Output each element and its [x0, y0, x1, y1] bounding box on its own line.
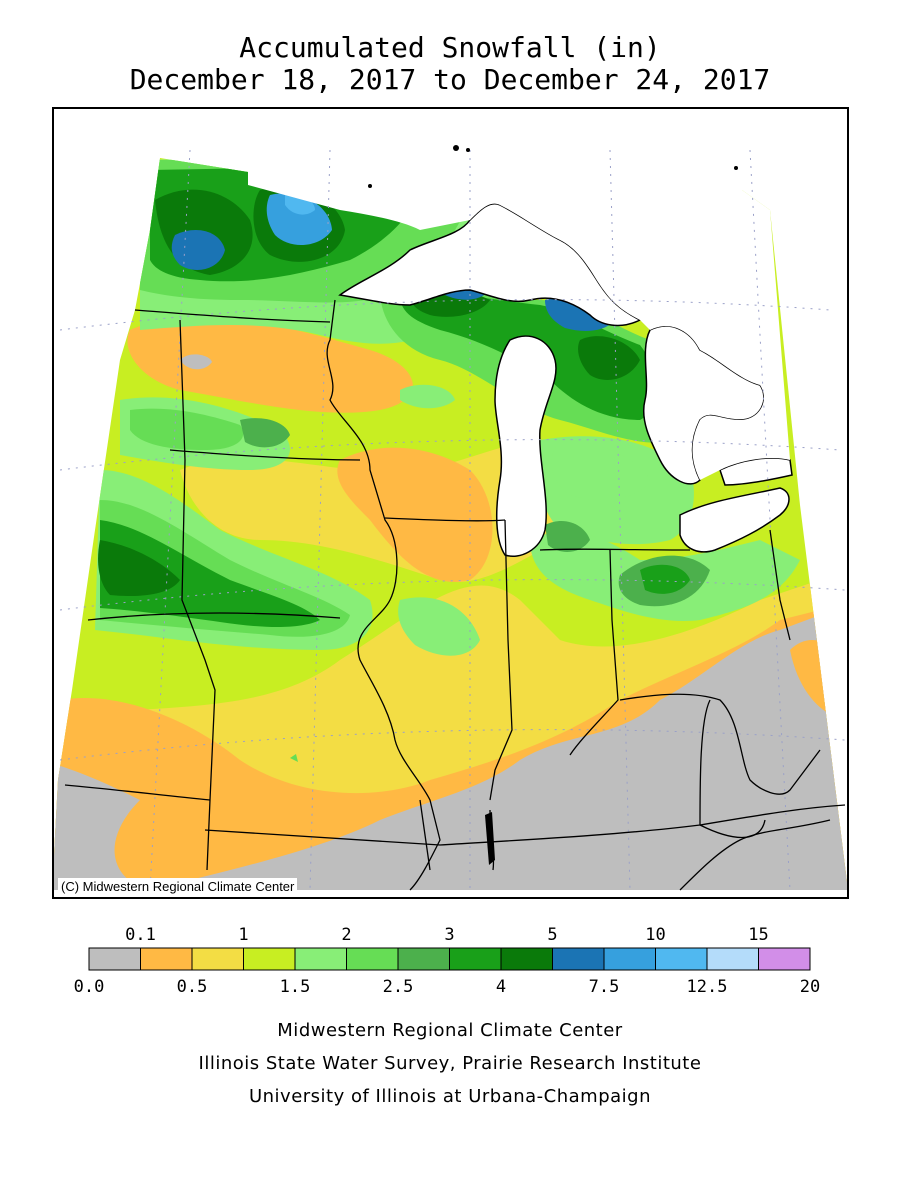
- legend-bins: [88, 947, 811, 971]
- legend-bottom-label: 0.5: [177, 977, 208, 997]
- legend-top-label: 1: [238, 925, 248, 945]
- legend-bin-1: [140, 947, 193, 971]
- legend-bin-5: [346, 947, 399, 971]
- legend-bottom-label: 2.5: [383, 977, 414, 997]
- map-date-range: December 18, 2017 to December 24, 2017: [129, 63, 771, 96]
- legend-top-labels: 0.1 1 2 3 5 10 15: [125, 925, 769, 945]
- legend-bin-13: [758, 947, 811, 971]
- legend-bin-7: [449, 947, 502, 971]
- legend-bin-3: [243, 947, 296, 971]
- legend-bottom-label: 0.0: [74, 977, 105, 997]
- legend-bottom-label: 7.5: [589, 977, 620, 997]
- legend-bottom-label: 12.5: [687, 977, 728, 997]
- legend-bin-12: [706, 947, 759, 971]
- copyright-label: (C) Midwestern Regional Climate Center: [58, 878, 298, 895]
- legend-top-label: 3: [444, 925, 454, 945]
- color-legend: 0.1 1 2 3 5 10 15 0.0 0.5 1.5 2.5 4 7.5 12.5 20: [74, 925, 821, 997]
- legend-top-label: 5: [547, 925, 557, 945]
- legend-bin-9: [552, 947, 605, 971]
- map-title: Accumulated Snowfall (in): [239, 31, 661, 64]
- legend-top-label: 0.1: [125, 925, 156, 945]
- legend-bottom-label: 20: [800, 977, 820, 997]
- legend-bin-4: [294, 947, 347, 971]
- legend-bottom-label: 1.5: [280, 977, 311, 997]
- legend-bottom-labels: 0.0 0.5 1.5 2.5 4 7.5 12.5 20: [74, 977, 821, 997]
- legend-top-label: 15: [748, 925, 768, 945]
- legend-top-label: 10: [645, 925, 665, 945]
- map-content: [53, 145, 848, 893]
- great-lakes: [338, 203, 793, 557]
- legend-bin-10: [603, 947, 656, 971]
- legend-bottom-label: 4: [496, 977, 506, 997]
- legend-top-label: 2: [341, 925, 351, 945]
- legend-bin-0: [88, 947, 141, 971]
- map-border: [52, 107, 849, 899]
- legend-bin-2: [191, 947, 244, 971]
- legend-bin-8: [500, 947, 553, 971]
- graticule: [59, 149, 846, 891]
- legend-bin-11: [655, 947, 708, 971]
- islands: [368, 145, 738, 865]
- state-borders: [64, 299, 846, 891]
- snowfall-map: [52, 107, 849, 899]
- credit-mrcc: Midwestern Regional Climate Center: [277, 1020, 623, 1041]
- credit-uiuc: University of Illinois at Urbana-Champai…: [248, 1086, 652, 1107]
- legend-bin-6: [397, 947, 450, 971]
- credit-isws: Illinois State Water Survey, Prairie Res…: [198, 1053, 702, 1074]
